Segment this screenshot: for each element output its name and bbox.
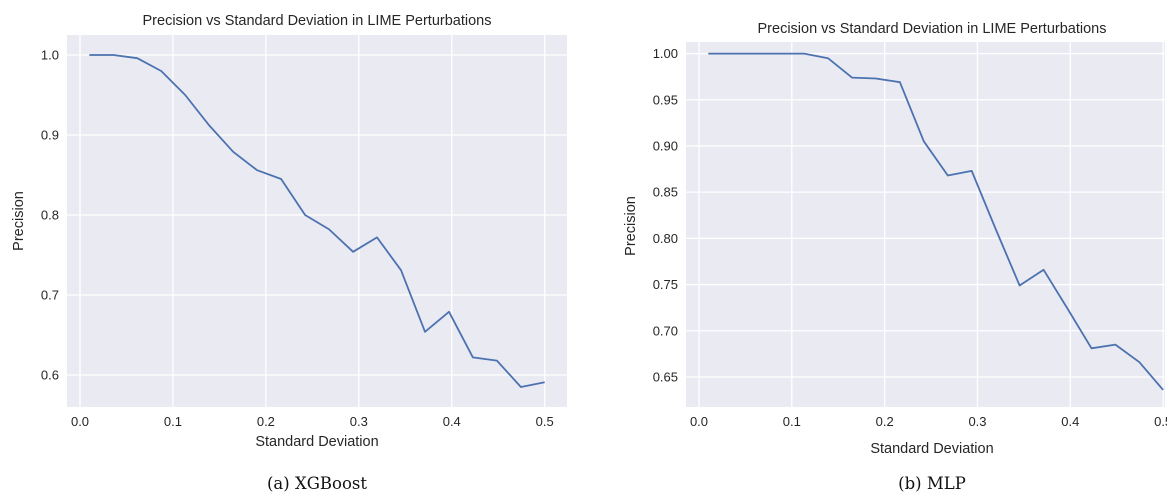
- y-tick-label: 0.65: [653, 369, 678, 384]
- x-tick-label: 0.2: [876, 414, 894, 429]
- plot-area: [67, 35, 567, 407]
- plot-area: [686, 42, 1165, 407]
- y-tick-label: 0.85: [653, 185, 678, 200]
- x-tick-labels: 0.0 0.1 0.2 0.3 0.4 0.5: [71, 414, 554, 429]
- y-axis-label: Precision: [11, 191, 27, 251]
- x-tick-label: 0.5: [1154, 414, 1167, 429]
- x-axis-label: Standard Deviation: [255, 434, 378, 450]
- y-tick-label: 0.7: [41, 288, 59, 303]
- gridlines: [686, 42, 1165, 407]
- chart-mlp: Precision vs Standard Deviation in LIME …: [623, 21, 1167, 493]
- x-tick-label: 0.5: [536, 414, 554, 429]
- x-tick-label: 0.3: [350, 414, 368, 429]
- y-tick-label: 1.00: [653, 46, 678, 61]
- x-tick-label: 0.1: [164, 414, 182, 429]
- x-tick-label: 0.0: [690, 414, 708, 429]
- series-line: [708, 52, 1164, 391]
- y-tick-label: 0.95: [653, 92, 678, 107]
- y-tick-label: 0.9: [41, 128, 59, 143]
- x-tick-label: 0.2: [257, 414, 275, 429]
- y-tick-label: 1.0: [41, 48, 59, 63]
- y-axis-label: Precision: [623, 196, 639, 256]
- figure-caption: (a) XGBoost: [267, 474, 367, 493]
- series-line: [89, 54, 545, 388]
- x-tick-label: 0.0: [71, 414, 89, 429]
- x-axis-label: Standard Deviation: [870, 441, 993, 457]
- chart-title: Precision vs Standard Deviation in LIME …: [758, 21, 1107, 37]
- y-tick-label: 0.6: [41, 368, 59, 383]
- chart-title: Precision vs Standard Deviation in LIME …: [143, 13, 492, 29]
- x-tick-label: 0.3: [968, 414, 986, 429]
- y-tick-label: 0.90: [653, 138, 678, 153]
- x-tick-label: 0.4: [443, 414, 461, 429]
- y-tick-label: 0.8: [41, 208, 59, 223]
- gridlines: [67, 35, 567, 407]
- y-tick-label: 0.80: [653, 231, 678, 246]
- figure-caption: (b) MLP: [898, 474, 966, 493]
- x-tick-label: 0.4: [1061, 414, 1079, 429]
- x-tick-labels: 0.0 0.1 0.2 0.3 0.4 0.5: [690, 414, 1167, 429]
- chart-xgboost: Precision vs Standard Deviation in LIME …: [11, 13, 567, 493]
- y-tick-label: 0.75: [653, 277, 678, 292]
- x-tick-label: 0.1: [783, 414, 801, 429]
- y-tick-labels: 0.65 0.70 0.75 0.80 0.85 0.90 0.95 1.00: [653, 46, 678, 384]
- y-tick-label: 0.70: [653, 323, 678, 338]
- y-tick-labels: 0.6 0.7 0.8 0.9 1.0: [41, 48, 59, 383]
